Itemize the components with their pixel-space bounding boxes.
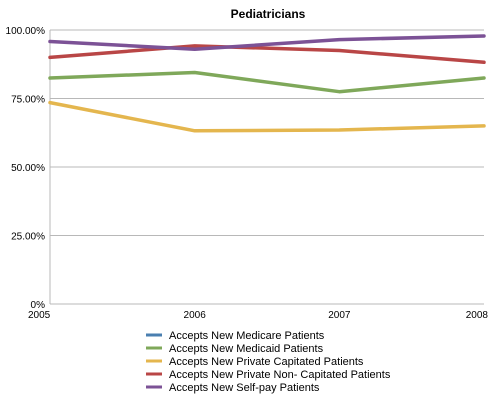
y-tick-label: 0%	[31, 300, 46, 311]
x-axis-ticks: 2005 2006 2007 2008	[28, 310, 488, 321]
grid	[49, 29, 484, 305]
y-tick-label: 75.00%	[11, 95, 45, 106]
y-tick-label: 25.00%	[11, 232, 45, 243]
y-tick-label: 50.00%	[11, 163, 45, 174]
legend-label: Accepts New Private Non- Capitated Patie…	[169, 369, 391, 381]
legend-item: Accepts New Private Non- Capitated Patie…	[146, 369, 391, 381]
x-tick-label: 2005	[28, 310, 51, 321]
legend-item: Accepts New Self-pay Patients	[146, 382, 320, 394]
y-tick-label: 100.00%	[6, 26, 46, 37]
legend-label: Accepts New Self-pay Patients	[169, 382, 320, 394]
series-line	[48, 100, 486, 133]
y-axis-ticks: 0% 25.00% 50.00% 75.00% 100.00%	[6, 26, 46, 311]
legend-label: Accepts New Medicaid Patients	[169, 343, 324, 355]
chart-title: Pediatricians	[231, 7, 306, 21]
series-line	[48, 44, 486, 65]
x-tick-label: 2006	[184, 310, 207, 321]
legend-item: Accepts New Private Capitated Patients	[146, 356, 364, 368]
x-tick-label: 2007	[328, 310, 351, 321]
series-line	[48, 70, 486, 94]
legend-item: Accepts New Medicare Patients	[146, 330, 325, 342]
legend-label: Accepts New Private Capitated Patients	[169, 356, 364, 368]
series-line	[48, 34, 486, 51]
legend-label: Accepts New Medicare Patients	[169, 330, 325, 342]
x-tick-label: 2008	[466, 310, 489, 321]
series-lines	[48, 34, 486, 133]
legend-item: Accepts New Medicaid Patients	[146, 343, 324, 355]
